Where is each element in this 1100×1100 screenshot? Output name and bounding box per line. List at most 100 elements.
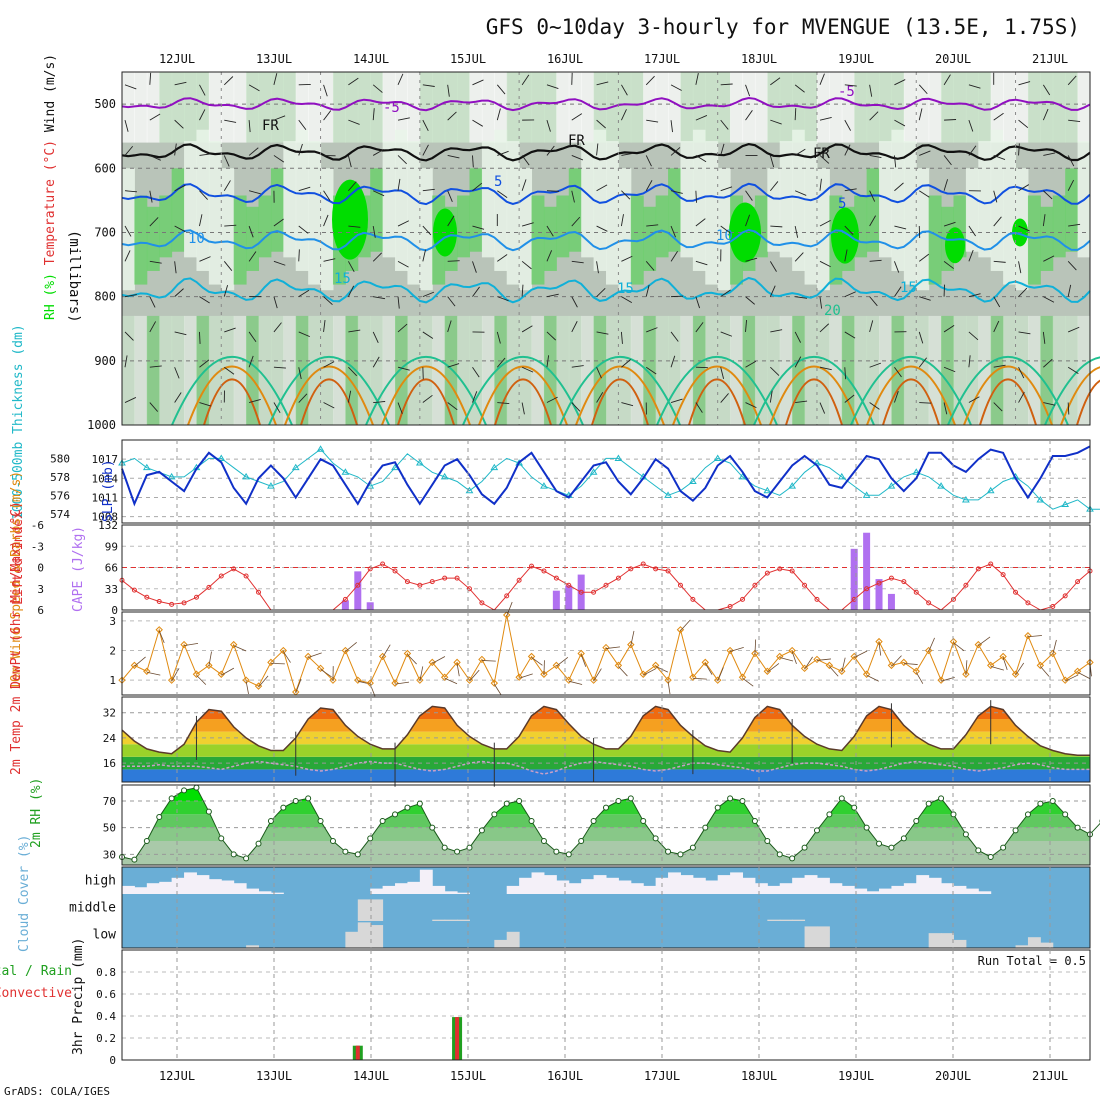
- wind-barb: [422, 331, 434, 339]
- thickness-point: [1036, 495, 1045, 503]
- wind-barb: [1068, 326, 1080, 333]
- cloud-level-label: low: [93, 928, 117, 943]
- wind-barb-10m: [183, 642, 199, 647]
- rh-point: [193, 784, 200, 791]
- wind-barb: [199, 153, 212, 156]
- lifted-index-point: [529, 563, 535, 569]
- lifted-index-point: [988, 561, 994, 567]
- rh-shade-low: [184, 315, 197, 425]
- wind-barb: [943, 221, 956, 227]
- wind-barb-10m: [308, 652, 322, 658]
- date-label-bottom: 17JUL: [644, 1069, 680, 1083]
- lifted-index-point: [442, 575, 448, 581]
- cloud-bar-middle: [767, 919, 781, 921]
- wind-barb: [968, 249, 974, 262]
- wind-barb: [1018, 287, 1028, 297]
- contour-label: 15: [900, 280, 917, 296]
- isotherm-arch: [672, 365, 762, 426]
- wind-barb: [347, 285, 355, 297]
- rh-point: [503, 800, 510, 807]
- wind-barb: [869, 84, 873, 97]
- wind-barb: [372, 84, 383, 93]
- wind-barb: [1043, 296, 1055, 303]
- wind-barb: [472, 155, 474, 168]
- wind-barb: [1018, 119, 1029, 129]
- rh-shade-mid: [469, 168, 483, 252]
- thickness-point: [887, 482, 896, 489]
- thickness-point: [167, 472, 176, 480]
- cloud-bar-low: [357, 922, 371, 948]
- wind-barb: [422, 291, 435, 298]
- wind-barb: [447, 320, 452, 333]
- wind-barb: [1018, 331, 1031, 335]
- li-panel-frame: [121, 524, 1091, 611]
- wind-barb: [348, 181, 357, 192]
- rh-shade-upper: [295, 72, 309, 143]
- wind-barb: [1018, 184, 1030, 192]
- wind-barb: [1067, 179, 1075, 191]
- wind-barb-10m: [1002, 657, 1008, 670]
- temp-tick-label: 24: [103, 732, 117, 745]
- wind-barb: [646, 327, 658, 333]
- rh-shade-mid: [506, 141, 520, 285]
- wind-barb: [993, 155, 1006, 160]
- rh-shade-low: [717, 315, 731, 425]
- wind-barb: [1043, 255, 1055, 262]
- wind-barb: [497, 190, 508, 198]
- cloud-bar-low: [246, 945, 260, 948]
- rh-shade-low: [283, 315, 297, 425]
- wind-barb: [745, 214, 751, 227]
- lifted-index-point: [516, 577, 522, 583]
- lifted-index-point: [144, 594, 150, 600]
- wind-barb: [273, 402, 281, 414]
- precip-legend-total: Total / Rain: [0, 964, 72, 979]
- cloud-bar-high: [816, 877, 830, 894]
- cloud-bar-high: [531, 872, 545, 894]
- rh-point: [429, 824, 436, 831]
- wind-barb: [174, 143, 177, 156]
- slp-axis-title: SLP (mb): [101, 459, 116, 522]
- cloud-bar-high: [854, 888, 868, 894]
- rh-shade-upper: [556, 72, 570, 143]
- wind-barb: [149, 321, 157, 333]
- lifted-index-point: [653, 566, 659, 572]
- wind-barb: [223, 284, 229, 297]
- wind-speed-point: [912, 667, 920, 675]
- lifted-index-point: [367, 566, 373, 572]
- wind-barb: [894, 225, 907, 230]
- cape-bar: [565, 585, 573, 610]
- wind-barb: [646, 119, 659, 123]
- date-label-bottom: 14JUL: [353, 1069, 389, 1083]
- rh-point: [962, 831, 969, 838]
- precip-rain-bar: [355, 1045, 360, 1060]
- wind-barb: [621, 109, 627, 121]
- temp-band: [122, 744, 1090, 757]
- wind-barb: [199, 256, 211, 262]
- contour-label: FR: [813, 146, 830, 162]
- rh-shade-upper: [308, 72, 322, 143]
- rh-shade-upper: [829, 72, 843, 143]
- slp-line: [121, 445, 1091, 507]
- wind-speed-point: [490, 679, 499, 687]
- wind-barb: [794, 331, 802, 343]
- wind-barb: [323, 214, 329, 227]
- wind-barb: [596, 81, 609, 86]
- wind-speed-point: [974, 640, 983, 649]
- wind-speed-point: [428, 658, 436, 667]
- rh-shade-mid: [270, 168, 284, 252]
- wind-barb: [720, 119, 729, 130]
- wind-barb-10m: [419, 666, 424, 682]
- rh-shade-mid: [395, 129, 408, 271]
- pressure-tick-label: 900: [94, 354, 116, 368]
- rh-shade-mid: [184, 141, 197, 258]
- wind-barb: [770, 119, 782, 125]
- thickness-point: [688, 477, 697, 484]
- wind-barb: [968, 84, 981, 89]
- rh-shade-low: [382, 315, 396, 425]
- cloud-bar-high: [432, 885, 446, 894]
- wind-barb: [521, 402, 525, 415]
- rh-shade-low: [1003, 315, 1017, 425]
- rh-point: [528, 818, 535, 824]
- wind-barb: [968, 355, 971, 368]
- wind-barb: [149, 113, 161, 121]
